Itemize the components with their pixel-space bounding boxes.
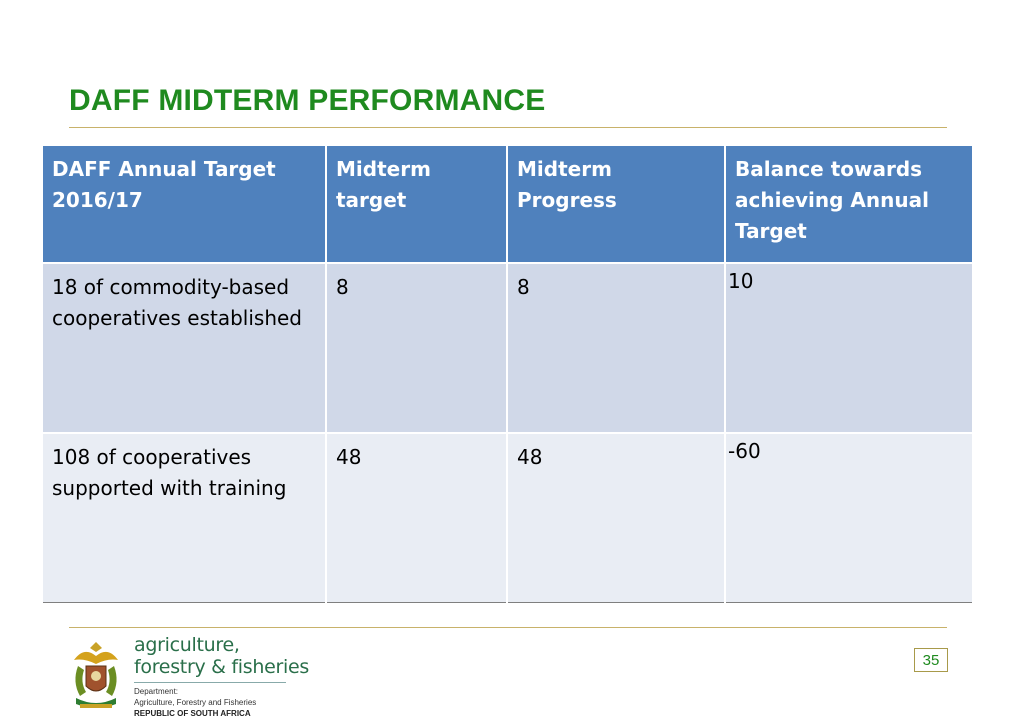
cell-midterm-target: 8	[326, 263, 508, 434]
table-header-row: DAFF Annual Target 2016/17 Midterm targe…	[43, 146, 974, 264]
cell-balance: 10	[725, 263, 974, 434]
table-row: 18 of commodity-based cooperatives estab…	[43, 263, 974, 434]
header-midterm-target: Midterm target	[326, 146, 508, 264]
cell-midterm-progress: 8	[507, 263, 726, 434]
cell-annual-target: 18 of commodity-based cooperatives estab…	[43, 263, 327, 434]
slide-title: DAFF MIDTERM PERFORMANCE	[69, 84, 546, 117]
header-balance: Balance towards achieving Annual Target	[725, 146, 974, 264]
department-name: Agriculture, Forestry and Fisheries	[134, 698, 257, 707]
country-label: REPUBLIC OF SOUTH AFRICA	[134, 709, 251, 718]
cell-midterm-target: 48	[326, 433, 508, 603]
coat-of-arms-icon	[74, 642, 118, 708]
department-label: Department:	[134, 687, 179, 696]
page-number: 35	[914, 648, 948, 672]
cell-annual-target: 108 of cooperatives supported with train…	[43, 433, 327, 603]
performance-table: DAFF Annual Target 2016/17 Midterm targe…	[43, 146, 974, 603]
brand-line2: forestry & fisheries	[134, 656, 309, 678]
footer-divider	[69, 627, 947, 628]
table-row: 108 of cooperatives supported with train…	[43, 433, 974, 603]
department-brand: agriculture, forestry & fisheries Depart…	[134, 634, 309, 719]
brand-separator	[134, 682, 286, 683]
cell-balance: -60	[725, 433, 974, 603]
header-midterm-progress: Midterm Progress	[507, 146, 726, 264]
brand-line1: agriculture,	[134, 634, 240, 656]
header-annual-target: DAFF Annual Target 2016/17	[43, 146, 327, 264]
cell-midterm-progress: 48	[507, 433, 726, 603]
title-divider	[69, 127, 947, 128]
